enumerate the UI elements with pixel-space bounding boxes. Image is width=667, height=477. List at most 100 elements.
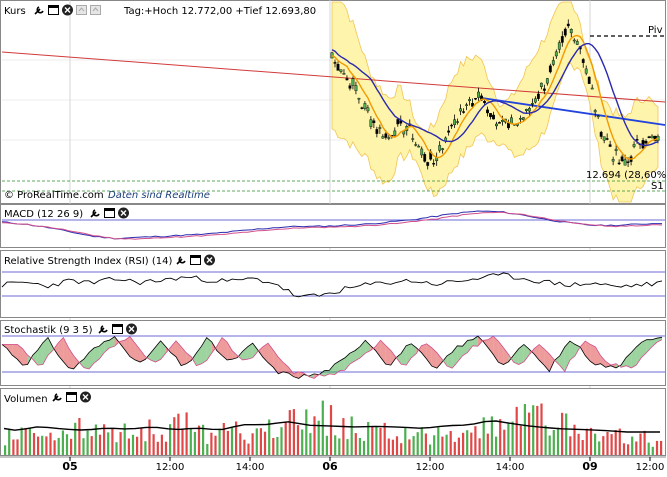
volume-bar: [581, 440, 584, 455]
candle: [498, 121, 501, 124]
volume-bar: [536, 405, 539, 455]
candle: [551, 56, 555, 67]
close-icon[interactable]: [62, 4, 73, 16]
volume-bar: [325, 435, 328, 455]
candle: [459, 104, 463, 116]
candle: [545, 77, 549, 86]
candle: [611, 156, 615, 166]
volume-bar: [647, 442, 650, 455]
volume-bar: [358, 438, 361, 455]
candle: [426, 161, 430, 170]
candle: [351, 76, 355, 90]
volume-bar: [367, 422, 370, 455]
volume-bar: [602, 436, 605, 455]
close-icon[interactable]: [126, 323, 137, 335]
wrench-icon[interactable]: [52, 393, 62, 402]
window-icon[interactable]: [66, 392, 77, 402]
x-tick-label: 14:00: [496, 462, 525, 473]
candle: [522, 117, 525, 121]
volume-bar: [655, 440, 659, 455]
window-icon[interactable]: [112, 324, 123, 334]
wrench-icon[interactable]: [176, 256, 186, 265]
volume-bar: [222, 423, 225, 455]
candle: [375, 126, 379, 138]
volume-bar: [614, 430, 617, 455]
candle: [474, 97, 477, 101]
volume-bar: [565, 413, 568, 455]
volume-bar: [131, 434, 135, 455]
wrench-icon[interactable]: [98, 325, 108, 334]
wrench-icon[interactable]: [90, 209, 100, 218]
candle: [572, 38, 576, 44]
volume-bar: [305, 409, 308, 455]
volume-bar: [482, 417, 485, 455]
volume-average-line: [3, 420, 660, 433]
window-icon[interactable]: [190, 255, 201, 265]
volume-bar: [577, 433, 580, 455]
candle: [530, 98, 534, 108]
volume-bar: [317, 420, 320, 455]
volume-bar: [474, 426, 477, 455]
volume-bar: [395, 436, 399, 455]
candle: [450, 123, 454, 129]
candle: [644, 139, 648, 145]
volume-bar: [4, 445, 7, 455]
candle: [441, 147, 445, 154]
volume-bar: [437, 427, 440, 455]
restore-icon[interactable]: [90, 5, 101, 15]
volume-bar: [523, 404, 526, 455]
volume-bar: [181, 429, 184, 455]
candle: [620, 154, 624, 163]
maximize-icon[interactable]: [76, 5, 87, 15]
volume-bar: [193, 431, 196, 455]
window-icon[interactable]: [104, 208, 115, 218]
close-icon[interactable]: [204, 254, 215, 266]
candle: [333, 59, 337, 68]
candle: [617, 159, 621, 165]
x-tick-label: 05: [62, 460, 77, 473]
candle: [381, 134, 385, 139]
candle: [608, 140, 612, 147]
stoch-panel: Stochastik (9 3 5): [0, 320, 666, 386]
candle: [339, 69, 343, 74]
panel-title-kurs: Kurs: [4, 6, 26, 17]
volume-bar: [247, 443, 250, 455]
volume-bar: [288, 410, 291, 455]
window-icon[interactable]: [48, 5, 59, 15]
candle: [587, 76, 591, 84]
candle: [557, 40, 561, 54]
price-panel-header: Kurs Tag:+Hoch 12.772,00 +Tief 12.693,80: [4, 4, 316, 17]
x-tick-label: 06: [322, 460, 338, 473]
volume-bar: [255, 428, 258, 455]
volume-bar: [210, 432, 213, 455]
volume-bar: [276, 437, 279, 455]
volume-bar: [606, 432, 609, 455]
candle: [554, 49, 558, 59]
panel-title-volume: Volumen: [4, 394, 48, 405]
volume-bar: [453, 441, 456, 455]
close-icon[interactable]: [118, 207, 129, 219]
volume-bar: [548, 435, 551, 455]
volume-bar: [391, 439, 394, 455]
volume-bar: [618, 428, 621, 455]
macd-signal-line: [1, 211, 663, 240]
volume-bar: [379, 427, 382, 455]
wrench-icon[interactable]: [34, 6, 44, 15]
volume-bar: [466, 430, 469, 455]
volume-bar: [589, 427, 593, 455]
volume-bar: [540, 403, 543, 455]
volume-bar: [284, 421, 287, 455]
candle: [453, 114, 457, 129]
x-tick-label: 12:00: [636, 462, 665, 473]
close-icon[interactable]: [80, 391, 91, 403]
volume-bar: [375, 426, 378, 455]
candle: [590, 84, 594, 90]
rsi-line: [1, 272, 663, 298]
candle: [542, 84, 546, 95]
candle: [581, 58, 585, 68]
volume-bar: [416, 432, 419, 455]
price-info: Tag:+Hoch 12.772,00 +Tief 12.693,80: [123, 6, 316, 17]
candle: [495, 121, 498, 130]
volume-bar: [272, 438, 275, 455]
candle: [602, 136, 606, 144]
